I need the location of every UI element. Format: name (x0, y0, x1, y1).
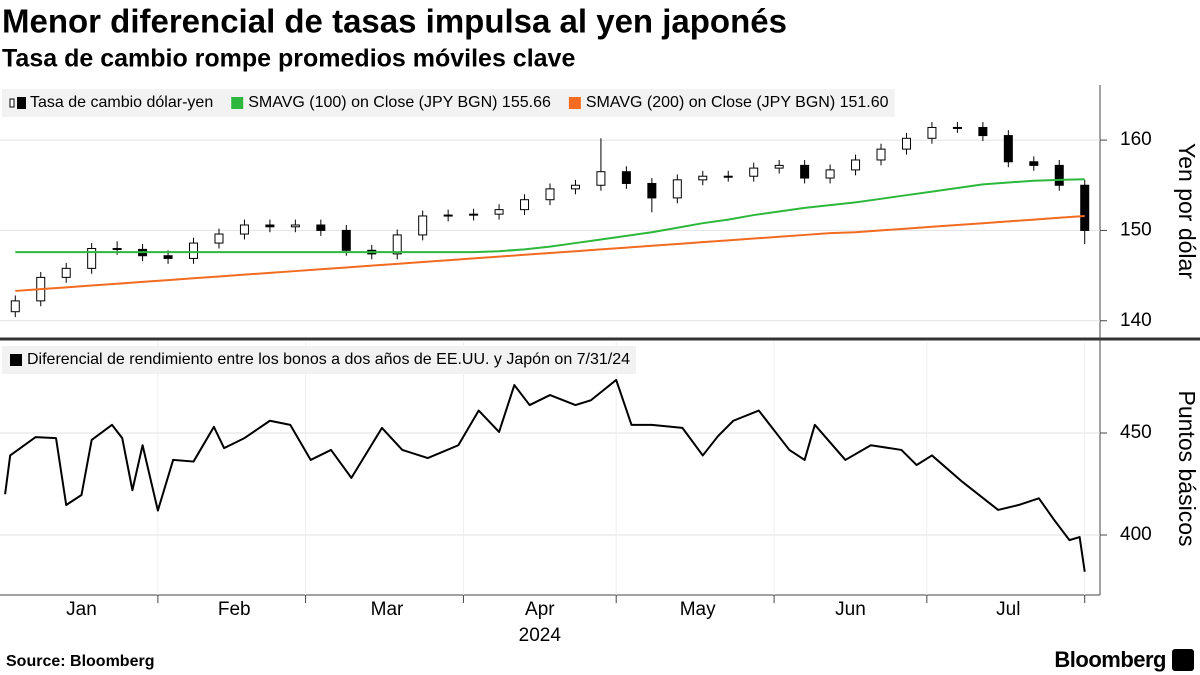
y-tick-label: 400 (1120, 524, 1152, 545)
candle-body (418, 215, 428, 236)
x-tick-label: Jan (66, 599, 97, 620)
candle-body (443, 214, 453, 217)
candle-body (545, 188, 555, 201)
candle-body (469, 213, 479, 216)
candle-body (1029, 161, 1039, 166)
legend: Tasa de cambio dólar-yen SMAVG (100) on C… (2, 89, 895, 117)
candle-body (239, 224, 249, 235)
candle-body (927, 126, 937, 139)
candle-body (672, 179, 682, 199)
candle-body (1080, 184, 1090, 231)
candle-body (189, 242, 199, 259)
candle-body (87, 247, 97, 269)
brand-icon (1172, 649, 1194, 671)
chart-subtitle: Tasa de cambio rompe promedios móviles c… (2, 45, 575, 73)
legend-swatch (231, 97, 244, 109)
legend-label: SMAVG (200) on Close (JPY BGN) 151.60 (586, 94, 889, 111)
series-line (15, 178, 1085, 254)
series-line (4, 378, 1086, 572)
candle-body (876, 148, 886, 161)
candle-body (647, 182, 657, 199)
candle-body (570, 184, 580, 190)
candle-body (265, 224, 275, 228)
candle-body (825, 169, 835, 179)
candle-body (1054, 164, 1064, 186)
candle-body (901, 137, 911, 150)
y-tick-label: 160 (1120, 129, 1152, 150)
plot-1 (0, 342, 1100, 595)
legend-label: Diferencial de rendimiento entre los bon… (27, 351, 630, 368)
candle-body (749, 167, 759, 177)
y-tick-label: 150 (1120, 219, 1152, 240)
legend-swatch (17, 97, 26, 109)
candle-body (851, 159, 861, 171)
legend-label: Tasa de cambio dólar-yen (30, 94, 213, 111)
x-tick-label: Mar (371, 599, 404, 620)
candle-body (392, 234, 402, 255)
candle-body (800, 164, 810, 179)
candle-body (596, 171, 606, 186)
candle-body (214, 233, 224, 244)
candle-body (163, 255, 173, 259)
y-tick-label: 450 (1120, 422, 1152, 443)
candle-body (1003, 135, 1013, 163)
legend-bg (2, 89, 895, 117)
x-axis-title: 2024 (519, 625, 562, 646)
x-tick-label: Apr (525, 599, 555, 620)
candle-body (978, 126, 988, 137)
candle-body (952, 126, 962, 129)
brand: Bloomberg (1054, 647, 1166, 672)
legend-bg (2, 346, 637, 374)
x-tick-label: Jul (996, 599, 1020, 620)
candle-body (316, 224, 326, 231)
candle-body (698, 175, 708, 181)
candle-body (621, 171, 631, 184)
legend-swatch (9, 98, 15, 108)
series-line (15, 214, 1085, 292)
source: Source: Bloomberg (6, 653, 154, 670)
legend-label: SMAVG (100) on Close (JPY BGN) 155.66 (248, 94, 551, 111)
candle-body (61, 267, 71, 278)
y-axis-title: Puntos básicos (1174, 391, 1200, 547)
y-axis-title: Yen por dólar (1174, 143, 1200, 279)
y-tick-label: 140 (1120, 310, 1152, 331)
candle-body (290, 224, 300, 228)
candle-body (10, 300, 20, 313)
candle-body (520, 199, 530, 211)
chart-title: Menor diferencial de tasas impulsa al ye… (2, 3, 787, 40)
candle-body (774, 164, 784, 169)
plot-0 (0, 122, 1100, 322)
candle-body (112, 247, 122, 250)
legend-swatch (568, 97, 581, 109)
x-tick-label: May (680, 599, 716, 620)
candle-body (723, 175, 733, 178)
x-tick-label: Feb (218, 599, 251, 620)
candle-body (494, 209, 504, 215)
x-tick-label: Jun (835, 599, 866, 620)
candle-body (341, 229, 351, 251)
legend: Diferencial de rendimiento entre los bon… (2, 346, 637, 374)
legend-swatch (10, 354, 22, 366)
